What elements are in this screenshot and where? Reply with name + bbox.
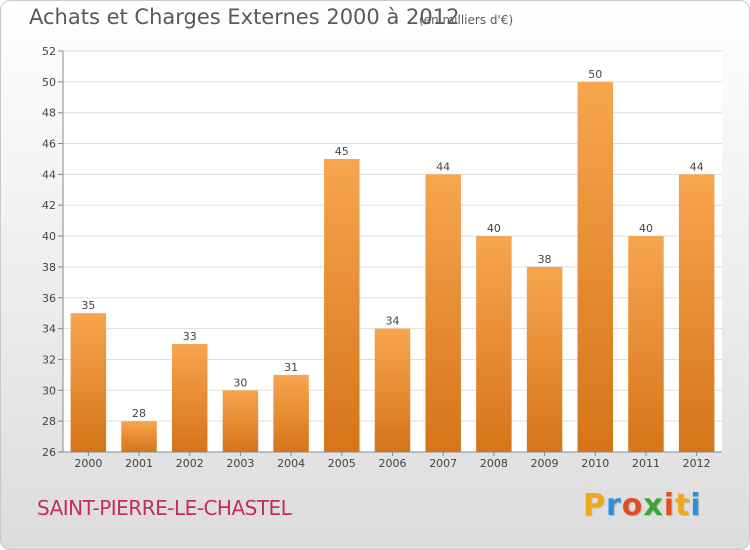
x-tick-label: 2012: [683, 457, 711, 470]
logo-letter: t: [675, 488, 691, 523]
data-label: 50: [588, 68, 602, 81]
data-label: 30: [233, 376, 247, 389]
y-tick-label: 38: [42, 261, 56, 274]
y-tick-label: 44: [42, 168, 56, 181]
y-tick-label: 34: [42, 323, 56, 336]
bar: [171, 344, 208, 452]
unit-label: (en milliers d'€): [419, 13, 514, 27]
x-tick-label: 2000: [74, 457, 102, 470]
y-tick-label: 26: [42, 446, 56, 459]
bar: [628, 236, 664, 452]
y-tick-label: 52: [42, 45, 56, 58]
y-tick-label: 40: [42, 230, 56, 243]
data-label: 44: [690, 160, 704, 173]
x-tick-label: 2002: [176, 457, 204, 470]
bar: [273, 374, 309, 452]
y-tick-label: 50: [42, 76, 56, 89]
logo-letter: i: [663, 488, 676, 523]
bar: [678, 174, 715, 452]
x-tick-label: 2009: [531, 457, 559, 470]
y-tick-label: 32: [42, 353, 56, 366]
data-label: 31: [284, 361, 298, 374]
data-label: 35: [81, 299, 95, 312]
x-tick-label: 2006: [379, 457, 407, 470]
logo-letter: o: [621, 488, 644, 523]
x-tick-label: 2001: [125, 457, 153, 470]
data-label: 40: [639, 222, 653, 235]
logo-letter: r: [606, 488, 622, 523]
proxiti-logo: Proxiti: [583, 488, 702, 523]
data-label: 44: [436, 160, 450, 173]
logo-letter: i: [690, 488, 702, 523]
y-tick-label: 48: [42, 107, 56, 120]
y-tick-label: 42: [42, 199, 56, 212]
data-label: 38: [538, 253, 552, 266]
bar: [70, 313, 107, 452]
chart-title: Achats et Charges Externes 2000 à 2012: [29, 5, 460, 29]
x-tick-label: 2011: [632, 457, 660, 470]
bar: [577, 81, 614, 452]
data-label: 45: [335, 145, 349, 158]
x-tick-label: 2010: [581, 457, 609, 470]
bar: [121, 421, 157, 452]
x-tick-label: 2004: [277, 457, 305, 470]
bar: [425, 174, 461, 452]
bar: [526, 266, 563, 452]
logo-letter: x: [643, 488, 664, 523]
y-tick-label: 36: [42, 292, 56, 305]
y-tick-label: 46: [42, 138, 56, 151]
bar: [324, 158, 360, 452]
bar: [222, 390, 259, 452]
data-label: 28: [132, 407, 146, 420]
x-tick-label: 2003: [226, 457, 254, 470]
bar: [374, 328, 411, 452]
x-tick-label: 2005: [328, 457, 356, 470]
x-tick-label: 2008: [480, 457, 508, 470]
y-tick-label: 28: [42, 415, 56, 428]
commune-name: SAINT-PIERRE-LE-CHASTEL: [37, 496, 292, 520]
x-tick-label: 2007: [429, 457, 457, 470]
data-label: 33: [183, 330, 197, 343]
data-label: 34: [386, 315, 400, 328]
y-tick-label: 30: [42, 384, 56, 397]
data-label: 40: [487, 222, 501, 235]
bar: [476, 236, 512, 452]
logo-letter: P: [583, 488, 606, 523]
